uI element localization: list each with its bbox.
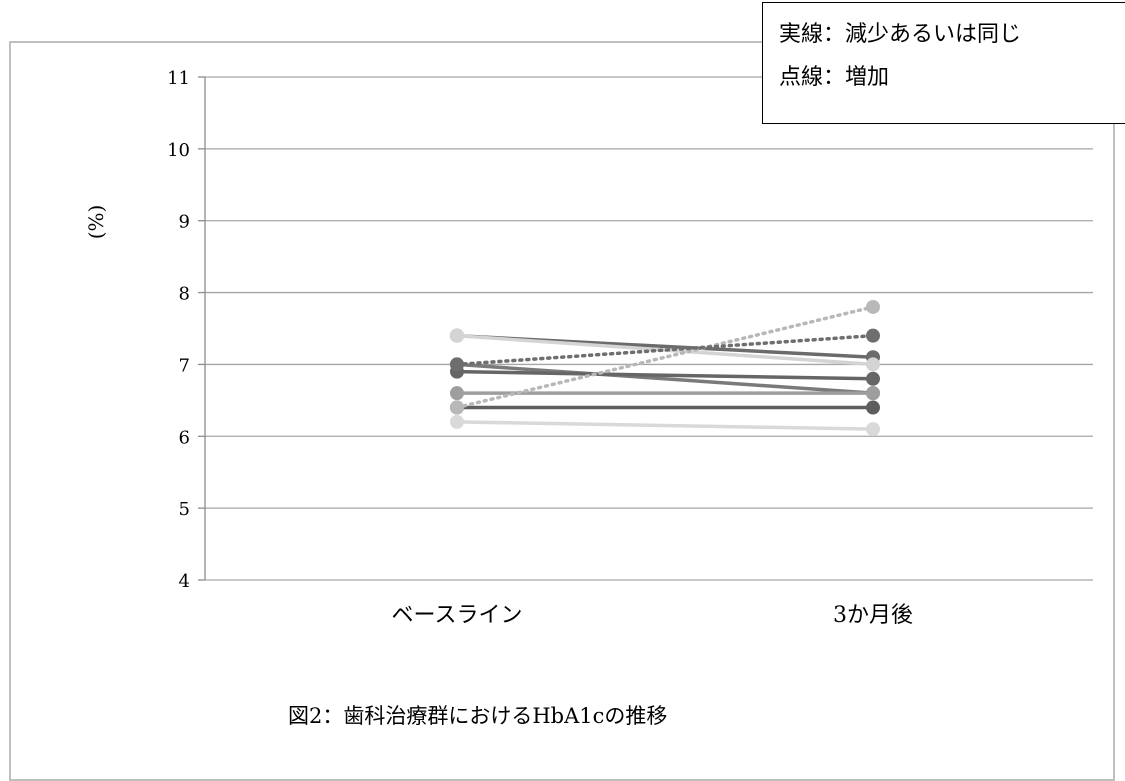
legend-solid-line: 実線：減少あるいは同じ	[779, 22, 1022, 47]
hba1c-line-chart: (%) 4 5 6 7 8 9 10 11 ベースライン 3か月後	[84, 68, 1093, 628]
series-line-4	[450, 364, 880, 386]
y-tick-label: 11	[167, 68, 190, 89]
data-point	[450, 400, 464, 415]
data-point	[450, 357, 464, 372]
y-axis-label: (%)	[84, 205, 108, 240]
legend-dotted-line: 点線：増加	[779, 65, 890, 90]
data-point	[866, 400, 880, 415]
series-path	[455, 369, 875, 381]
y-tick-label: 10	[167, 140, 190, 161]
series-line-7	[450, 414, 880, 437]
series-path	[455, 420, 875, 431]
data-point	[866, 371, 880, 386]
data-point	[866, 299, 880, 314]
series-path	[455, 305, 875, 410]
y-tick-label: 4	[179, 571, 190, 592]
figure-caption: 図2：歯科治療群におけるHbA1cの推移	[288, 704, 668, 728]
data-point	[450, 328, 464, 343]
data-point	[450, 386, 464, 401]
line-style-legend: 実線：減少あるいは同じ 点線：増加	[762, 2, 1125, 124]
y-tick-label: 8	[179, 284, 190, 305]
y-tick-label: 6	[179, 427, 190, 448]
y-tick-label: 7	[179, 355, 190, 376]
y-tick-label: 9	[179, 212, 190, 233]
data-point	[866, 328, 880, 343]
data-point	[450, 414, 464, 429]
series-line-8	[450, 299, 880, 415]
series-path	[455, 362, 875, 395]
data-point	[866, 357, 880, 372]
y-tick-label: 5	[179, 499, 190, 520]
series-line-9	[450, 328, 880, 372]
series-line-5	[450, 386, 880, 401]
data-point	[866, 422, 880, 437]
data-point	[866, 386, 880, 401]
x-category-label: 3か月後	[833, 603, 913, 628]
series-line-6	[450, 400, 880, 415]
x-category-label: ベースライン	[392, 603, 523, 628]
series-path	[455, 333, 875, 367]
